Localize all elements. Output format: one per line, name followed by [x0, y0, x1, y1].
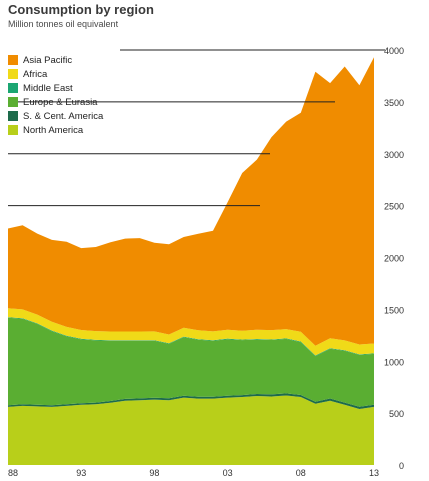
- area-asia-pacific: [8, 57, 374, 346]
- legend-label: Africa: [23, 68, 48, 80]
- legend-item: Africa: [8, 67, 103, 81]
- legend-label: S. & Cent. America: [23, 110, 104, 122]
- y-tick-label: 0: [399, 461, 404, 471]
- y-tick-label: 2000: [384, 254, 404, 264]
- y-tick-label: 3500: [384, 98, 404, 108]
- legend-label: North America: [23, 124, 84, 136]
- legend-label: Middle East: [23, 82, 73, 94]
- x-tick-label: 08: [296, 468, 306, 478]
- area-europe-eurasia: [8, 317, 374, 407]
- y-tick-label: 1500: [384, 305, 404, 315]
- area-africa: [8, 308, 374, 356]
- y-tick-label: 4000: [384, 46, 404, 56]
- x-tick-label: 93: [76, 468, 86, 478]
- legend-swatch: [8, 111, 18, 121]
- series-areas: [8, 57, 374, 465]
- x-tick-label: 88: [8, 468, 18, 478]
- legend-item: North America: [8, 123, 103, 137]
- legend-swatch: [8, 83, 18, 93]
- legend-label: Europe & Eurasia: [23, 96, 98, 108]
- y-tick-label: 1000: [384, 357, 404, 367]
- area-north-america: [8, 395, 374, 465]
- chart-title: Consumption by region: [8, 2, 154, 17]
- area-s-cent-america: [8, 393, 374, 409]
- y-tick-label: 3000: [384, 150, 404, 160]
- x-tick-label: 03: [223, 468, 233, 478]
- y-tick-label: 2500: [384, 202, 404, 212]
- y-tick-label: 500: [389, 409, 404, 419]
- x-axis-ticks: 88 93 98 03 08 13: [8, 468, 379, 478]
- legend-swatch: [8, 125, 18, 135]
- legend-swatch: [8, 55, 18, 65]
- x-tick-label: 13: [369, 468, 379, 478]
- legend-item: Middle East: [8, 81, 103, 95]
- legend-label: Asia Pacific: [23, 54, 73, 66]
- legend-item: Asia Pacific: [8, 53, 103, 67]
- legend-item: Europe & Eurasia: [8, 95, 103, 109]
- x-tick-label: 98: [149, 468, 159, 478]
- legend-swatch: [8, 69, 18, 79]
- legend-item: S. & Cent. America: [8, 109, 103, 123]
- legend-swatch: [8, 97, 18, 107]
- legend: Asia Pacific Africa Middle East Europe & Eu…: [8, 53, 103, 137]
- y-axis-ticks: 0 500 1000 1500 2000 2500 3000 3500 4000: [384, 46, 404, 471]
- chart-subtitle: Million tonnes oil equivalent: [8, 19, 119, 29]
- grid-lines: [8, 49, 385, 207]
